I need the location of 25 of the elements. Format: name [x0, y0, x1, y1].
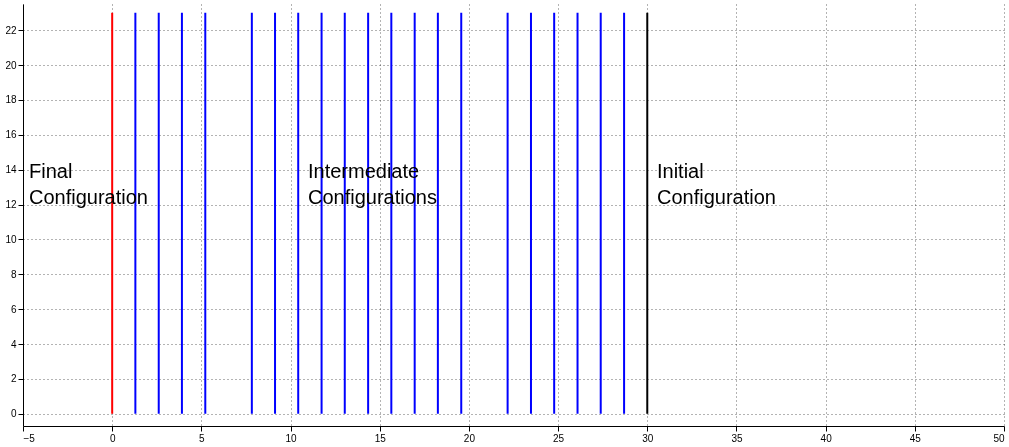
- y-tick-label: 16: [5, 129, 17, 141]
- x-tick-label: 10: [285, 432, 298, 444]
- x-tick-label: −5: [23, 432, 36, 444]
- x-tick-label: 50: [993, 432, 1005, 444]
- y-tick-label: 4: [10, 338, 17, 350]
- y-tick-label: 2: [10, 373, 17, 385]
- y-tick-label: 12: [5, 199, 17, 211]
- x-tick-label: 25: [553, 432, 565, 444]
- y-tick-label: 18: [5, 94, 17, 106]
- annotation: Initial Configuration: [657, 160, 776, 208]
- y-tick-label: 14: [5, 164, 17, 176]
- x-tick-label: 0: [109, 432, 116, 444]
- x-tick-label: 30: [642, 432, 654, 444]
- x-tick-label: 45: [909, 432, 922, 444]
- y-tick-label: 8: [10, 268, 17, 280]
- y-tick-label: 6: [10, 303, 17, 315]
- x-tick-label: 35: [731, 432, 743, 444]
- y-tick-label: 20: [5, 59, 17, 71]
- y-tick-label: 22: [5, 24, 17, 36]
- x-tick-label: 15: [374, 432, 387, 444]
- y-tick-label: 10: [5, 233, 17, 245]
- x-tick-label: 20: [463, 432, 476, 444]
- y-tick-label: 0: [10, 408, 17, 420]
- x-tick-label: 40: [820, 432, 833, 444]
- x-tick-label: 5: [199, 432, 206, 444]
